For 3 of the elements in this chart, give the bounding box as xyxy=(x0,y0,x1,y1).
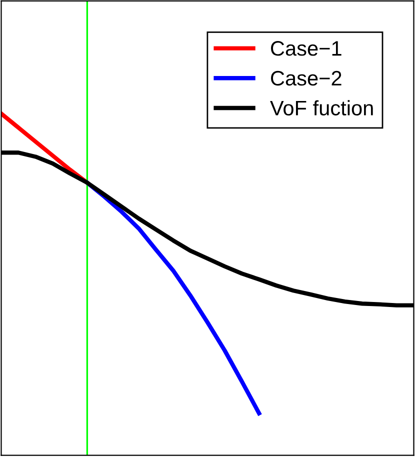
legend-label: Case−2 xyxy=(271,70,342,86)
legend-label: VoF fuction xyxy=(270,100,373,116)
legend-label: Case−1 xyxy=(271,41,342,56)
